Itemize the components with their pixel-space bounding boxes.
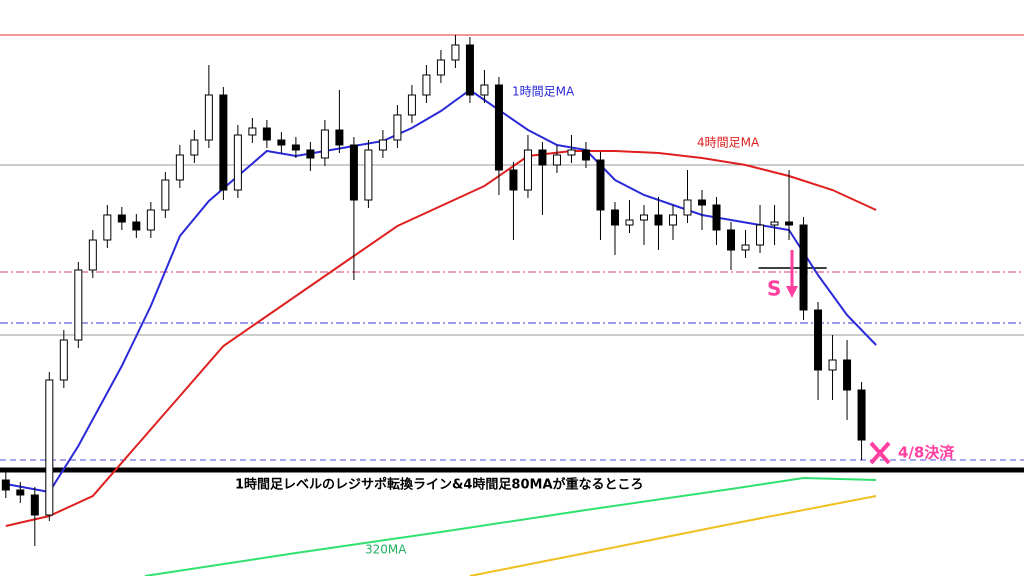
annotation: 1時間足レベルのレジサポ転換ライン&4時間足80MAが重なるところ [235, 477, 644, 493]
candle-body [770, 221, 779, 226]
candle-body [291, 144, 300, 151]
sell-arrow [786, 250, 798, 298]
moving-average [5, 150, 877, 527]
candle-body [727, 229, 736, 251]
candle-body [59, 339, 68, 381]
candle-body [654, 214, 663, 226]
candle-body [843, 359, 852, 391]
candle-body [538, 149, 547, 166]
candle-body [756, 224, 765, 246]
candle-body [175, 154, 184, 181]
candle-body [1, 479, 10, 491]
annotation: 4時間足MA [697, 136, 760, 150]
candle-body [683, 199, 692, 216]
moving-average [144, 476, 877, 576]
candles [1, 35, 866, 546]
candle-body [451, 44, 460, 61]
candle-body [103, 214, 112, 241]
candle-body [204, 94, 213, 141]
candle-body [262, 127, 271, 141]
candle-body [465, 44, 474, 96]
candle-body [596, 159, 605, 211]
candle-body [277, 139, 286, 146]
moving-average [5, 88, 877, 494]
candle-body [45, 379, 54, 516]
annotation: S [767, 277, 781, 301]
candle-body [785, 221, 794, 226]
exit-mark [869, 441, 891, 465]
candle-body [639, 214, 648, 221]
candle-body [610, 209, 619, 226]
candle-body [320, 129, 329, 159]
candle-body [828, 359, 837, 371]
cross-stroke [869, 441, 891, 465]
candle-body [698, 199, 707, 206]
candle-body [88, 239, 97, 271]
levels [0, 34, 1024, 473]
candle-body [190, 139, 199, 156]
candle-body [161, 179, 170, 211]
lines [5, 88, 877, 576]
candle-body [625, 219, 634, 226]
candle-body [16, 489, 25, 496]
annotations: 1時間足MA 4時間足MA 320MA S 4/8決済 1時間足レベルのレジサポ転換ライン… [235, 85, 955, 557]
candle-body [407, 94, 416, 116]
candle-body [248, 127, 257, 136]
candle-body [117, 214, 126, 223]
candle-body [799, 224, 808, 311]
candle-body [814, 309, 823, 371]
candle-body [509, 169, 518, 191]
candle-body [480, 84, 489, 96]
candle-body [306, 149, 315, 159]
moving-average [469, 495, 877, 576]
candle-body [857, 389, 866, 441]
candle-body [233, 134, 242, 191]
candle-body [132, 221, 141, 231]
candle-body [741, 244, 750, 251]
candle-body [335, 129, 344, 146]
candle-body [364, 149, 373, 201]
candle-body [567, 149, 576, 156]
candle-body [712, 204, 721, 231]
candle-body [219, 94, 228, 191]
candle-body [349, 144, 358, 201]
annotation: 1時間足MA [512, 85, 575, 99]
annotation: 320MA [365, 543, 407, 557]
candle-body [30, 494, 39, 516]
candle-body [146, 209, 155, 231]
candle-body [668, 214, 677, 226]
candle-body [378, 139, 387, 151]
candle-body [422, 74, 431, 96]
candle-body [552, 154, 561, 166]
candle-body [523, 149, 532, 191]
candle-body [74, 269, 83, 341]
annotation: 4/8決済 [898, 444, 955, 462]
candle-body [581, 149, 590, 161]
candle-body [393, 114, 402, 141]
arrow-head [786, 286, 798, 298]
candle-body [436, 59, 445, 76]
candle-body [494, 84, 503, 171]
